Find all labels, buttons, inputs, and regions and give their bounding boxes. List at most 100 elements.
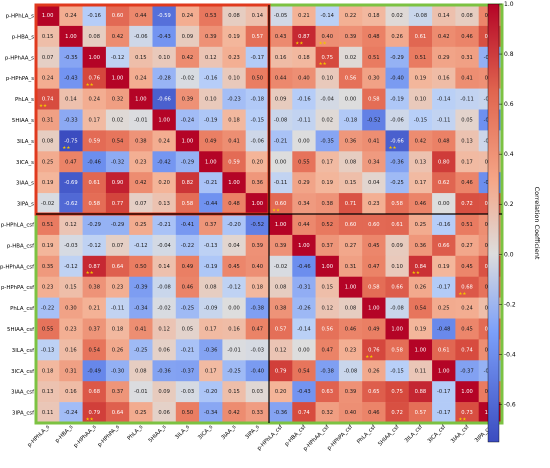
heatmap-cell [408,109,433,131]
cell-value-label: 0.37 [112,389,124,395]
cell-value-label: 0.46 [461,180,473,186]
heatmap-cell [338,46,363,68]
cell-value-label: 0.25 [42,159,54,165]
heatmap-cell [175,193,200,215]
cell-value-label: -0.42 [157,159,170,165]
heatmap-cell [455,151,479,173]
heatmap-cell [222,88,246,110]
heatmap-cell [105,46,130,68]
cell-value-label: -0.08 [344,368,357,374]
cell-value-label: 1.00 [65,34,77,40]
cell-value-label: -0.52 [251,222,264,228]
cell-value-label: 0.75 [321,55,333,61]
heatmap-cell [385,276,410,298]
heatmap-cell [152,276,177,298]
significance-star: ★★ [86,270,94,276]
heatmap-cell [105,234,130,257]
cell-value-label: 0.29 [438,55,450,61]
heatmap-cell [315,339,340,361]
cell-value-label: -0.17 [437,410,450,416]
heatmap-cell [269,318,293,340]
cell-value-label: 0.36 [415,243,427,249]
cell-value-label: 0.51 [461,222,473,228]
row-label: 3IPA_s [17,202,34,208]
cell-value-label: 0.23 [65,326,77,332]
heatmap-cell [152,297,177,319]
cell-value-label: -0.52 [367,117,380,123]
heatmap-cell [385,318,410,340]
cell-value-label: -0.15 [390,368,403,374]
cell-value-label: -0.14 [321,13,335,19]
cell-value-label: -0.38 [321,368,334,374]
heatmap-cell [432,360,456,382]
heatmap-cell [245,318,270,340]
cell-value-label: 0.20 [252,159,264,165]
cell-value-label: 0.08 [345,306,357,312]
heatmap-cell [245,151,270,173]
cell-value-label: 0.74 [42,97,54,103]
heatmap-cell [292,67,316,89]
cell-value-label: 0.27 [461,243,473,249]
cell-value-label: 0.75 [391,389,403,395]
cell-value-label: 1.00 [42,13,54,19]
heatmap-cell [36,67,60,89]
cell-value-label: 1.00 [321,264,333,270]
heatmap-cell [129,88,153,110]
cell-value-label: 0.19 [415,326,427,332]
cell-value-label: 0.41 [368,138,380,144]
cell-value-label: 0.87 [88,264,100,270]
cell-value-label: 0.14 [65,97,77,103]
cell-value-label: -0.28 [157,76,170,82]
heatmap-cell [292,339,316,361]
cell-value-label: -0.32 [111,159,124,165]
heatmap-cell [408,402,433,424]
cell-value-label: -0.18 [344,117,357,123]
cell-value-label: -0.02 [181,76,194,82]
cell-value-label: 0.44 [298,222,310,228]
cell-value-label: 0.25 [135,410,147,416]
heatmap-cell [385,130,410,152]
cell-value-label: 0.08 [345,159,357,165]
heatmap-cell [222,360,246,382]
column-label: 3IAA_s [220,424,237,441]
heatmap-cell [82,25,107,48]
heatmap-cell [129,255,153,277]
heatmap-cell [175,234,200,257]
heatmap-cell [59,109,83,131]
heatmap-cell [315,151,340,173]
heatmap-cell [385,172,410,194]
cell-value-label: 0.68 [461,285,473,291]
heatmap-cell [269,381,293,403]
heatmap-cell [362,109,386,131]
cell-value-label: 0.64 [112,410,124,416]
cell-value-label: 0.19 [438,264,450,270]
cell-value-label: 0.24 [42,76,54,82]
heatmap-cell [455,88,479,110]
colorbar-gradient [487,3,500,443]
heatmap-cell [362,151,386,173]
cell-value-label: 0.08 [135,368,147,374]
cell-value-label: 0.03 [252,389,264,395]
heatmap-cell [59,318,83,340]
heatmap-cell [175,5,200,27]
heatmap-cell [408,276,433,298]
cell-value-label: -0.16 [437,222,450,228]
cell-value-label: -0.36 [204,347,217,353]
heatmap-cell [292,276,316,298]
column-label: 3IAA_csf [450,424,471,445]
cell-value-label: 0.60 [275,201,287,207]
colorbar-ticks: 1.0 0.8 0.6 0.4 0.2 0.0 -0.2 -0.4 -0.6 [499,1,516,408]
heatmap-cell [315,109,340,131]
cell-value-label: 0.10 [391,264,403,270]
cell-value-label: 0.31 [345,264,357,270]
heatmap-cell [338,339,363,361]
heatmap-cell [36,234,60,257]
heatmap-cell [105,172,130,194]
heatmap-cell [385,5,410,27]
heatmap-cell [245,172,270,194]
heatmap-cell [175,255,200,277]
heatmap-cell [36,255,60,277]
heatmap-cell [315,172,340,194]
row-label: p-HPhPA_s [6,76,34,82]
cell-value-label: -0.40 [251,368,264,374]
